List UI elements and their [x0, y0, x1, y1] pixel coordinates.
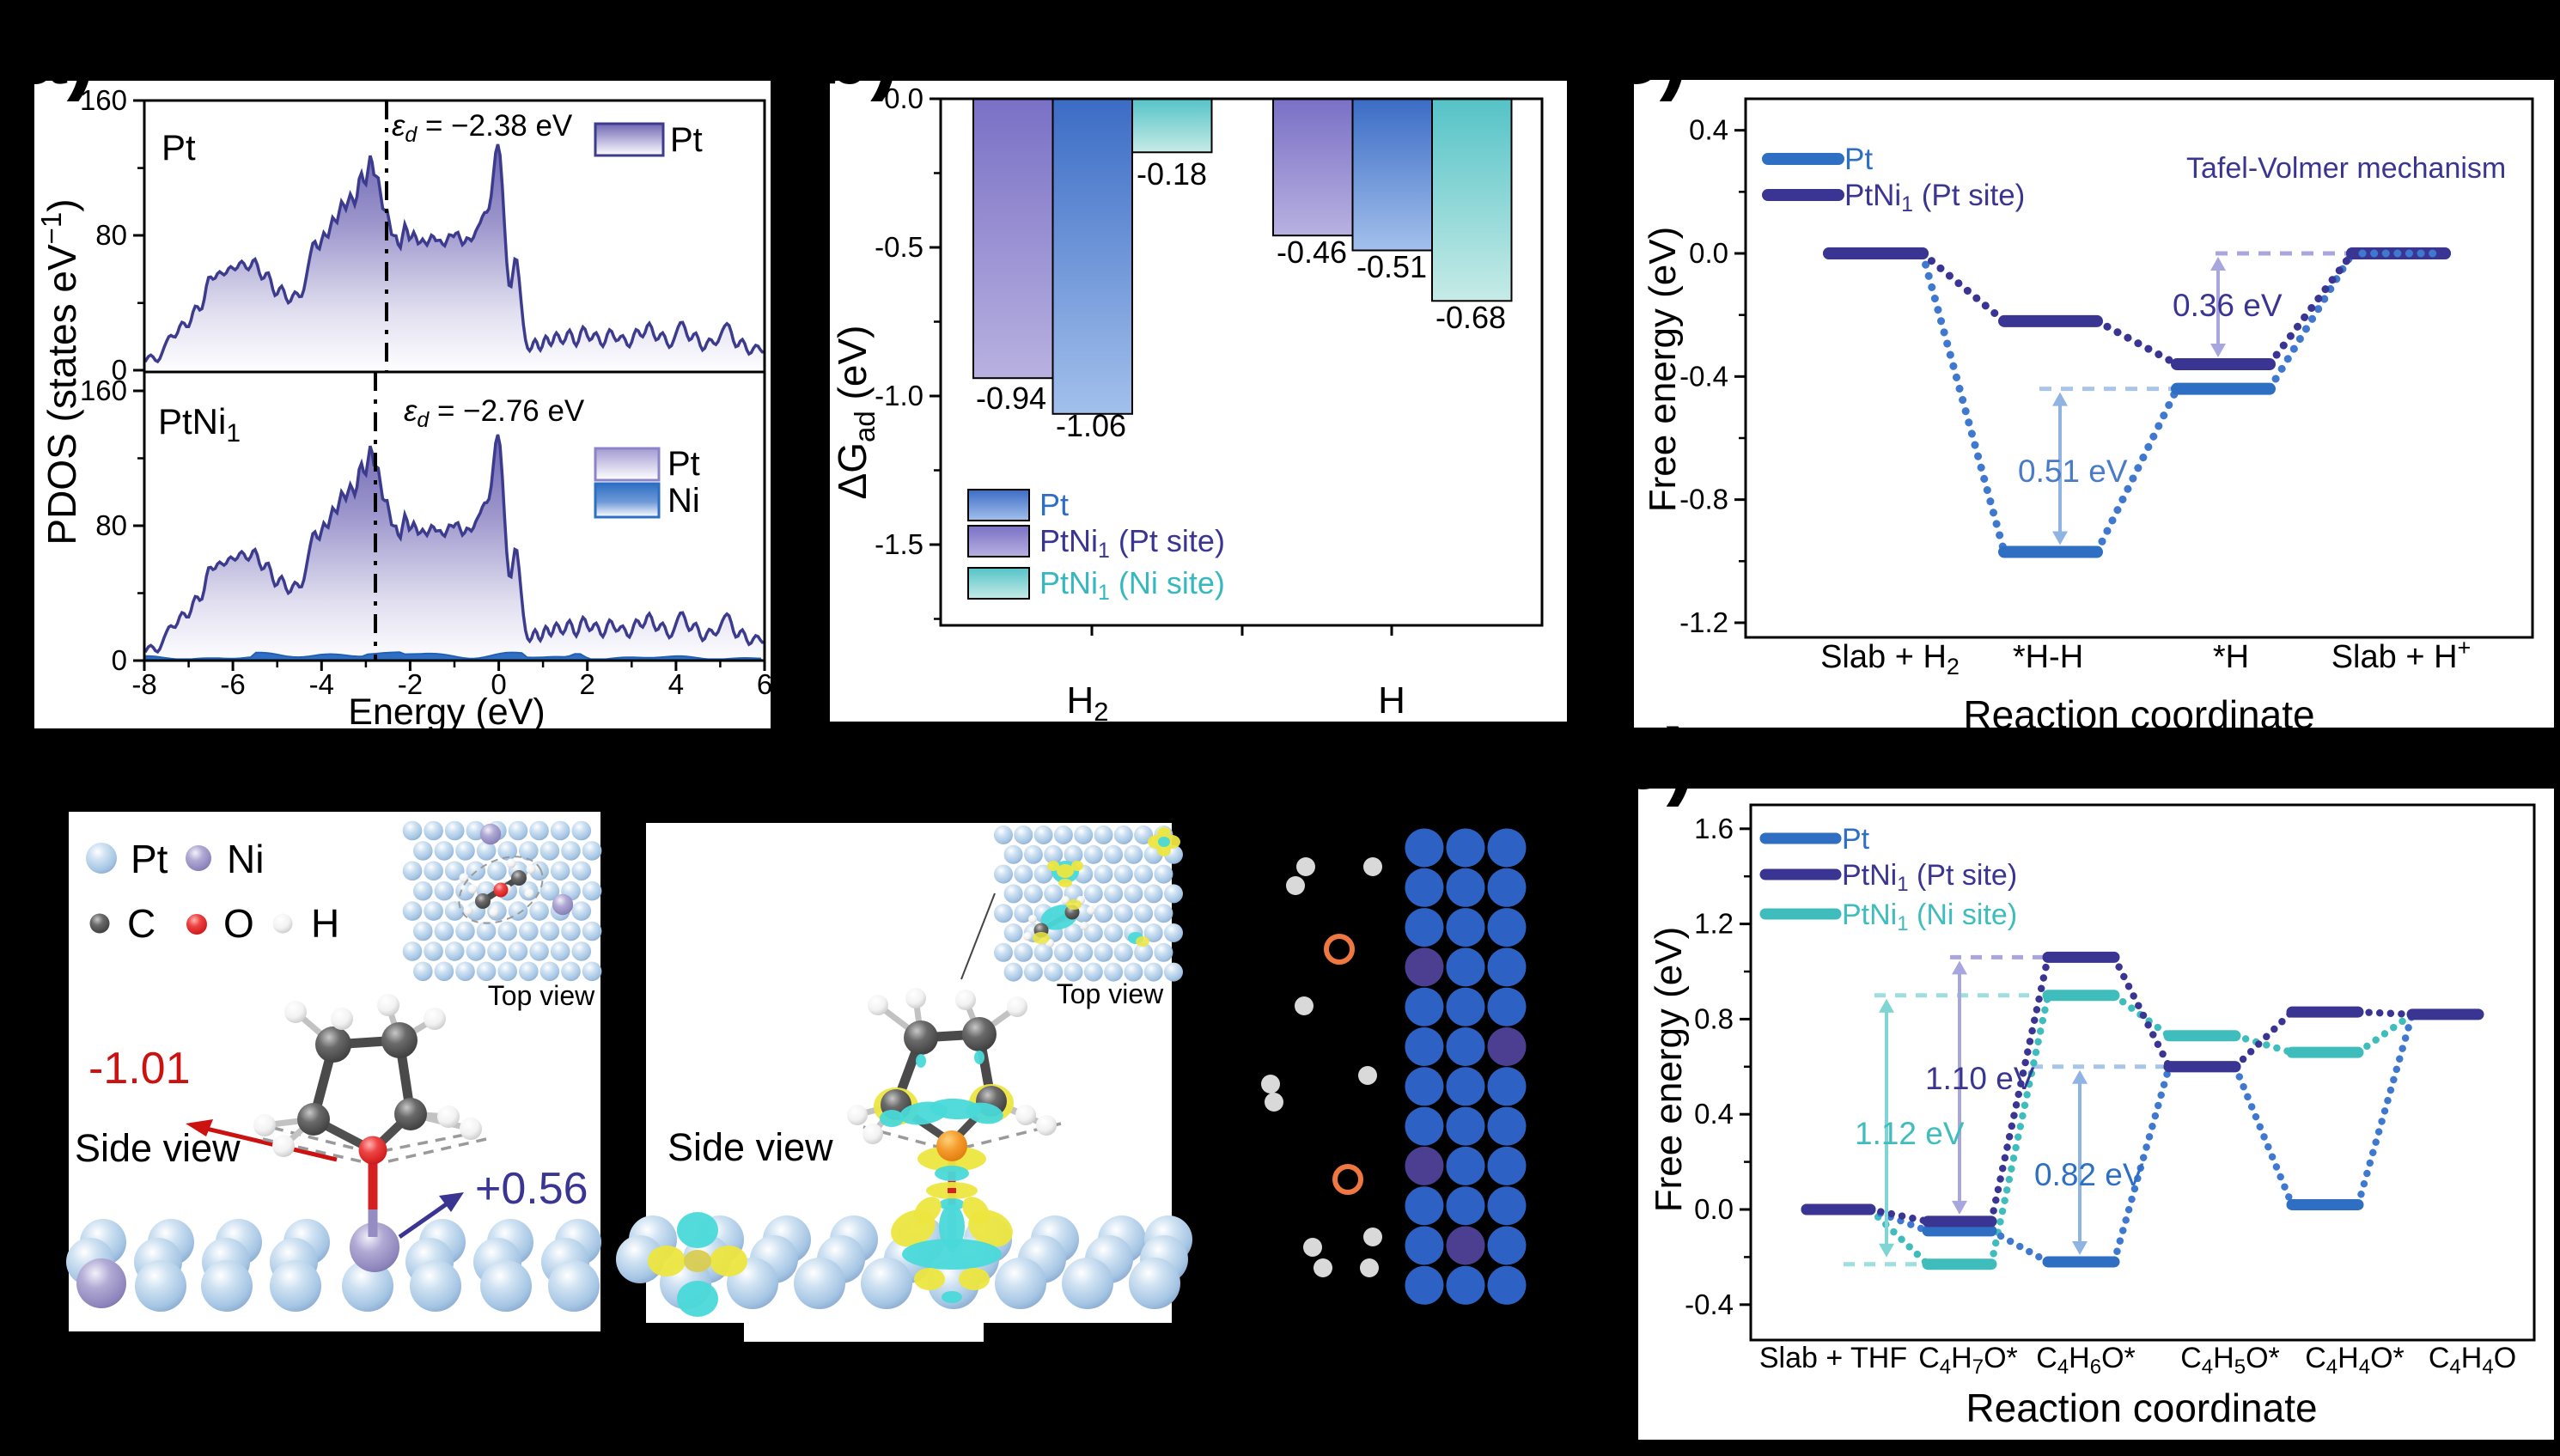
svg-text:0.36 eV: 0.36 eV — [2173, 288, 2283, 323]
svg-text:0: 0 — [112, 354, 127, 386]
svg-text:ΔGad (eV): ΔGad (eV) — [830, 326, 881, 500]
svg-text:b): b) — [818, 6, 899, 102]
svg-text:Top view: Top view — [1057, 978, 1164, 1009]
svg-text:Pt: Pt — [1039, 487, 1069, 522]
svg-text:Pt: Pt — [162, 127, 196, 168]
svg-text:PtNi1 (Pt site): PtNi1 (Pt site) — [1039, 523, 1225, 563]
svg-text:Ni: Ni — [667, 482, 700, 520]
svg-text:1.2: 1.2 — [1694, 908, 1734, 940]
svg-text:C4H4O: C4H4O — [2429, 1342, 2516, 1379]
svg-text:C4H5O*: C4H5O* — [2180, 1342, 2280, 1379]
svg-text:PtNi1 (Ni site): PtNi1 (Ni site) — [1842, 899, 2017, 935]
svg-text:-0.68: -0.68 — [1435, 300, 1506, 335]
svg-text:-1.06: -1.06 — [1056, 408, 1126, 443]
svg-text:c): c) — [1612, 6, 1688, 102]
svg-text:e): e) — [1618, 711, 1695, 807]
svg-text:0.0: 0.0 — [1689, 237, 1728, 269]
svg-text:-4: -4 — [309, 668, 334, 700]
svg-text:0.8: 0.8 — [1694, 1002, 1734, 1034]
svg-text:6: 6 — [757, 668, 772, 700]
svg-text:C: C — [127, 901, 155, 946]
svg-text:Slab + H+: Slab + H+ — [2331, 635, 2472, 675]
svg-text:2: 2 — [580, 668, 595, 700]
svg-text:Slab + THF: Slab + THF — [1759, 1342, 1907, 1374]
svg-text:Top view: Top view — [488, 980, 595, 1011]
svg-text:Slab + H2: Slab + H2 — [1820, 639, 1960, 679]
svg-text:-1.2: -1.2 — [1679, 606, 1728, 638]
svg-text:Side view: Side view — [667, 1125, 833, 1169]
svg-text:0.4: 0.4 — [1694, 1098, 1734, 1130]
svg-text:Side view: Side view — [75, 1126, 241, 1170]
svg-text:Energy (eV): Energy (eV) — [348, 691, 545, 733]
svg-text:-0.51: -0.51 — [1356, 249, 1427, 284]
svg-text:0.82 eV: 0.82 eV — [2034, 1157, 2144, 1192]
svg-text:H2: H2 — [1066, 679, 1108, 727]
svg-text:Ni: Ni — [227, 837, 264, 881]
svg-text:C4H4O*: C4H4O* — [2305, 1342, 2405, 1379]
svg-text:C4H6O*: C4H6O* — [2036, 1342, 2136, 1379]
svg-text:C4H7O*: C4H7O* — [1918, 1342, 2018, 1379]
svg-text:PtNi1 (Pt site): PtNi1 (Pt site) — [1842, 859, 2017, 896]
svg-text:*H: *H — [2213, 639, 2249, 675]
svg-text:0: 0 — [112, 644, 127, 676]
svg-text:PDOS (states eV−1): PDOS (states eV−1) — [35, 198, 84, 545]
svg-text:H: H — [311, 901, 339, 946]
svg-text:80: 80 — [95, 509, 127, 541]
svg-text:Reaction coordinate: Reaction coordinate — [1963, 692, 2314, 737]
svg-text:PtNi1: PtNi1 — [158, 401, 241, 448]
svg-text:0.51 eV: 0.51 eV — [2018, 454, 2128, 489]
svg-text:1.6: 1.6 — [1694, 813, 1734, 844]
svg-text:160: 160 — [80, 84, 127, 116]
svg-text:*H-H: *H-H — [2013, 639, 2083, 675]
svg-text:0.0: 0.0 — [1694, 1193, 1734, 1225]
svg-text:Tafel-Volmer mechanism: Tafel-Volmer mechanism — [2186, 152, 2506, 185]
svg-text:a): a) — [19, 6, 95, 102]
svg-text:Pt: Pt — [670, 121, 703, 159]
svg-text:1.12 eV: 1.12 eV — [1855, 1116, 1965, 1151]
svg-text:H: H — [1378, 679, 1405, 722]
svg-text:-0.5: -0.5 — [875, 231, 923, 263]
svg-text:-1.0: -1.0 — [875, 380, 923, 411]
svg-text:PtNi1 (Ni site): PtNi1 (Ni site) — [1039, 565, 1225, 605]
svg-text:80: 80 — [95, 219, 127, 251]
svg-text:Pt: Pt — [1844, 143, 1873, 176]
svg-text:-0.4: -0.4 — [1685, 1288, 1734, 1320]
svg-text:PtNi1 (Pt site): PtNi1 (Pt site) — [1844, 179, 2025, 216]
svg-text:εd = −2.76 eV: εd = −2.76 eV — [404, 394, 585, 432]
svg-text:O: O — [223, 901, 254, 946]
svg-text:-0.8: -0.8 — [1679, 484, 1728, 515]
svg-text:+0.56: +0.56 — [475, 1164, 588, 1214]
svg-text:Pt: Pt — [1842, 823, 1870, 856]
svg-text:-0.18: -0.18 — [1137, 156, 1207, 192]
svg-text:εd = −2.38 eV: εd = −2.38 eV — [392, 109, 573, 147]
svg-text:-0.94: -0.94 — [976, 381, 1046, 416]
svg-text:0: 0 — [491, 668, 506, 700]
svg-text:0.0: 0.0 — [884, 82, 923, 114]
svg-text:0.4: 0.4 — [1689, 114, 1728, 146]
svg-text:1.10 eV: 1.10 eV — [1925, 1061, 2035, 1096]
svg-text:-0.46: -0.46 — [1277, 235, 1347, 270]
svg-text:-8: -8 — [131, 668, 156, 700]
svg-text:-1.5: -1.5 — [875, 528, 923, 560]
svg-text:-6: -6 — [220, 668, 245, 700]
svg-text:Free energy (eV): Free energy (eV) — [1642, 227, 1684, 513]
svg-text:4: 4 — [668, 668, 684, 700]
svg-text:-1.01: -1.01 — [88, 1044, 191, 1094]
svg-text:Pt: Pt — [131, 837, 168, 881]
svg-text:160: 160 — [80, 375, 127, 406]
svg-text:Pt: Pt — [667, 445, 700, 483]
svg-text:Free energy (eV): Free energy (eV) — [1648, 927, 1690, 1213]
svg-text:Reaction coordinate: Reaction coordinate — [1966, 1386, 2317, 1430]
svg-text:-0.4: -0.4 — [1679, 360, 1728, 392]
svg-text:-2: -2 — [398, 668, 423, 700]
